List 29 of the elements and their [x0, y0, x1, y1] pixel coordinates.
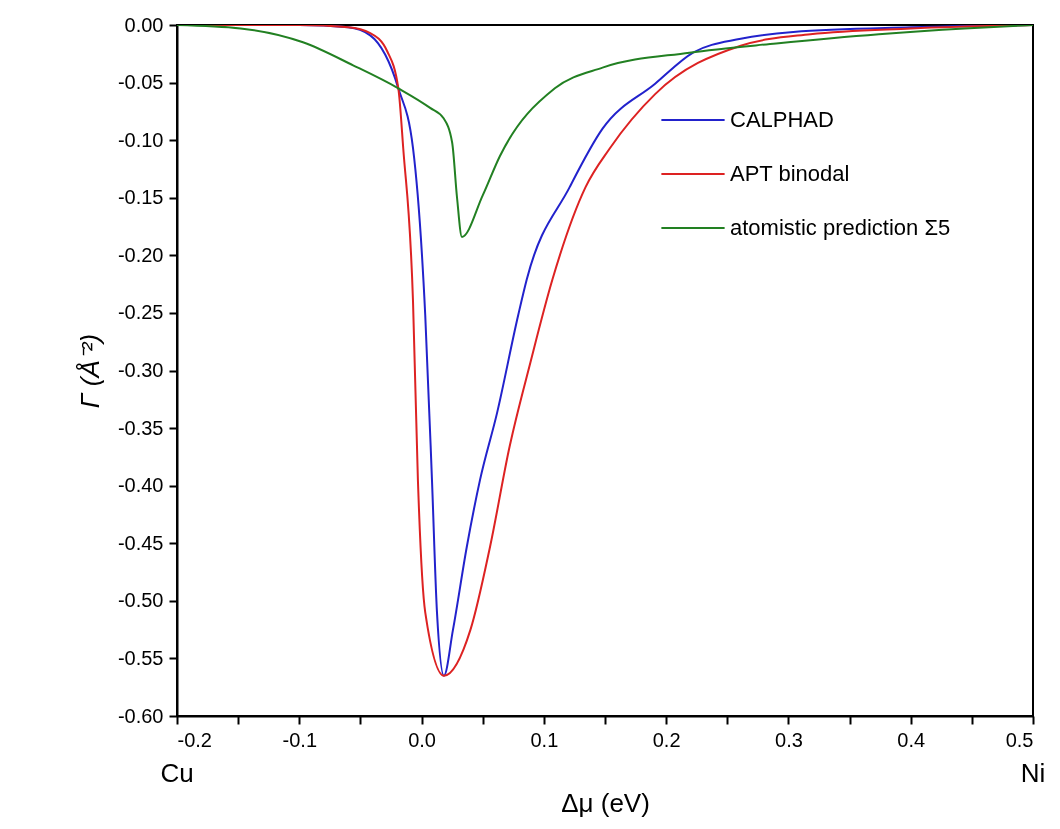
text: Ni	[1020, 758, 1046, 788]
y-tick-label: -0.05	[117, 71, 164, 94]
x-tick-label: -0.1	[282, 728, 318, 751]
y-tick-label: -0.15	[117, 186, 164, 209]
y-tick-label: -0.40	[117, 474, 164, 497]
y-tick-label: -0.60	[117, 704, 164, 727]
y-tick-label: -0.45	[117, 531, 164, 554]
y-tick-label: -0.30	[117, 359, 164, 381]
y-tick-label: 0.00	[124, 13, 164, 36]
y-tick-label: -0.20	[117, 243, 164, 266]
legend-label: APT binodal	[730, 161, 850, 186]
y-tick-label: -0.55	[117, 646, 164, 669]
x-tick-label: -0.2	[177, 728, 212, 751]
line-series	[177, 25, 1033, 238]
x-tick-label: 0.3	[775, 728, 803, 751]
x-tick-label: 0.4	[897, 728, 926, 751]
x-tick-label: 0.0	[408, 728, 436, 751]
y-tick-label: -0.35	[117, 416, 164, 439]
y-tick-label: -0.25	[117, 301, 164, 324]
x-axis-title: Δμ (eV)	[561, 787, 650, 818]
y-axis-title: Γ (Å⁻²)	[74, 333, 105, 409]
legend-label: CALPHAD	[730, 107, 834, 132]
text: Cu	[160, 758, 194, 788]
y-tick-label: -0.10	[117, 128, 164, 151]
x-tick-label: 0.5	[1005, 728, 1034, 751]
legend-label: atomistic prediction Σ5	[730, 215, 951, 240]
y-tick-label: -0.50	[117, 589, 164, 612]
x-tick-label: 0.2	[652, 728, 681, 751]
x-tick-label: 0.1	[530, 728, 559, 751]
